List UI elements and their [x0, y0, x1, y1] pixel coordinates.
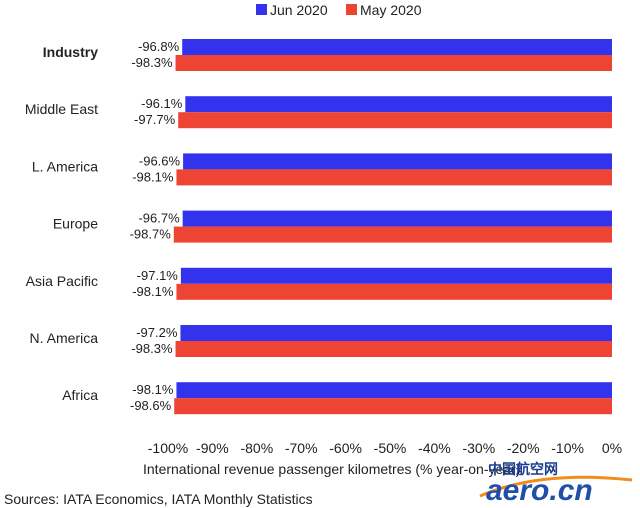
x-tick-minus-10-pct: -10%: [551, 440, 584, 456]
value-label-may-2020-n-america: -98.3%: [131, 341, 173, 356]
x-tick-minus-30-pct: -30%: [462, 440, 495, 456]
value-label-may-2020-l-america: -98.1%: [132, 169, 174, 184]
legend-swatch-may-2020: [346, 4, 357, 15]
value-label-jun-2020-industry: -96.8%: [138, 39, 180, 54]
bar-may-2020-africa: [174, 398, 612, 415]
aero-cn-logo: 中国航空网 aero.cn: [479, 461, 633, 507]
category-label-africa: Africa: [62, 387, 98, 403]
bar-jun-2020-industry: [182, 39, 612, 55]
category-label-middle-east: Middle East: [25, 101, 98, 117]
value-labels: -96.8%-98.3%-96.1%-97.7%-96.6%-98.1%-96.…: [130, 39, 183, 413]
logo-latin-text: aero.cn: [486, 474, 593, 507]
value-label-jun-2020-middle-east: -96.1%: [141, 96, 183, 111]
value-label-jun-2020-europe: -96.7%: [138, 211, 180, 226]
source-note: Sources: IATA Economics, IATA Monthly St…: [4, 491, 313, 507]
category-label-asia-pacific: Asia Pacific: [26, 273, 98, 289]
x-tick-minus-90-pct: -90%: [196, 440, 229, 456]
bar-may-2020-industry: [175, 55, 612, 71]
value-label-jun-2020-asia-pacific: -97.1%: [137, 268, 179, 283]
bar-jun-2020-l-america: [183, 153, 612, 170]
value-label-jun-2020-n-america: -97.2%: [136, 325, 178, 340]
x-tick-minus-60-pct: -60%: [329, 440, 362, 456]
x-tick-minus-40-pct: -40%: [418, 440, 451, 456]
category-label-industry: Industry: [43, 44, 98, 60]
legend: Jun 2020 May 2020: [256, 2, 422, 18]
bar-may-2020-asia-pacific: [176, 283, 612, 300]
legend-label-may-2020: May 2020: [360, 2, 422, 18]
logo-chinese-text: 中国航空网: [488, 461, 558, 477]
logo-swoosh-icon: [479, 475, 633, 498]
category-label-europe: Europe: [53, 216, 98, 232]
value-label-may-2020-middle-east: -97.7%: [134, 112, 176, 127]
bar-jun-2020-middle-east: [185, 96, 613, 113]
bar-may-2020-l-america: [176, 169, 612, 186]
x-tick-minus-20-pct: -20%: [507, 440, 540, 456]
bar-may-2020-europe: [173, 226, 612, 243]
value-label-may-2020-asia-pacific: -98.1%: [132, 284, 174, 299]
x-tick-minus-70-pct: -70%: [285, 440, 318, 456]
value-label-jun-2020-africa: -98.1%: [132, 382, 174, 397]
x-tick-minus-50-pct: -50%: [374, 440, 407, 456]
value-label-may-2020-europe: -98.7%: [130, 227, 172, 242]
x-tick-minus-80-pct: -80%: [240, 440, 273, 456]
x-axis-title: International revenue passenger kilometr…: [143, 461, 520, 477]
value-label-may-2020-industry: -98.3%: [131, 55, 173, 70]
bar-jun-2020-europe: [182, 210, 613, 227]
bars: [173, 39, 613, 415]
x-tick-minus-100-pct: -100%: [148, 440, 188, 456]
bar-jun-2020-asia-pacific: [180, 267, 612, 284]
legend-swatch-jun-2020: [256, 4, 267, 15]
category-label-l-america: L. America: [32, 158, 98, 174]
value-label-may-2020-africa: -98.6%: [130, 398, 172, 413]
category-label-n-america: N. America: [30, 330, 99, 346]
bar-jun-2020-africa: [176, 382, 612, 399]
bar-jun-2020-n-america: [180, 325, 612, 341]
x-tick-0-pct: 0%: [602, 440, 622, 456]
legend-label-jun-2020: Jun 2020: [270, 2, 328, 18]
value-label-jun-2020-l-america: -96.6%: [139, 153, 181, 168]
bar-may-2020-middle-east: [178, 112, 612, 129]
bar-may-2020-n-america: [175, 341, 612, 357]
category-labels: Industry Middle East L. America Europe Asia …: [25, 44, 98, 403]
x-tick-labels: -100% -90% -80% -70% -60% -50% -40% -30% -20% -10…: [148, 440, 622, 456]
